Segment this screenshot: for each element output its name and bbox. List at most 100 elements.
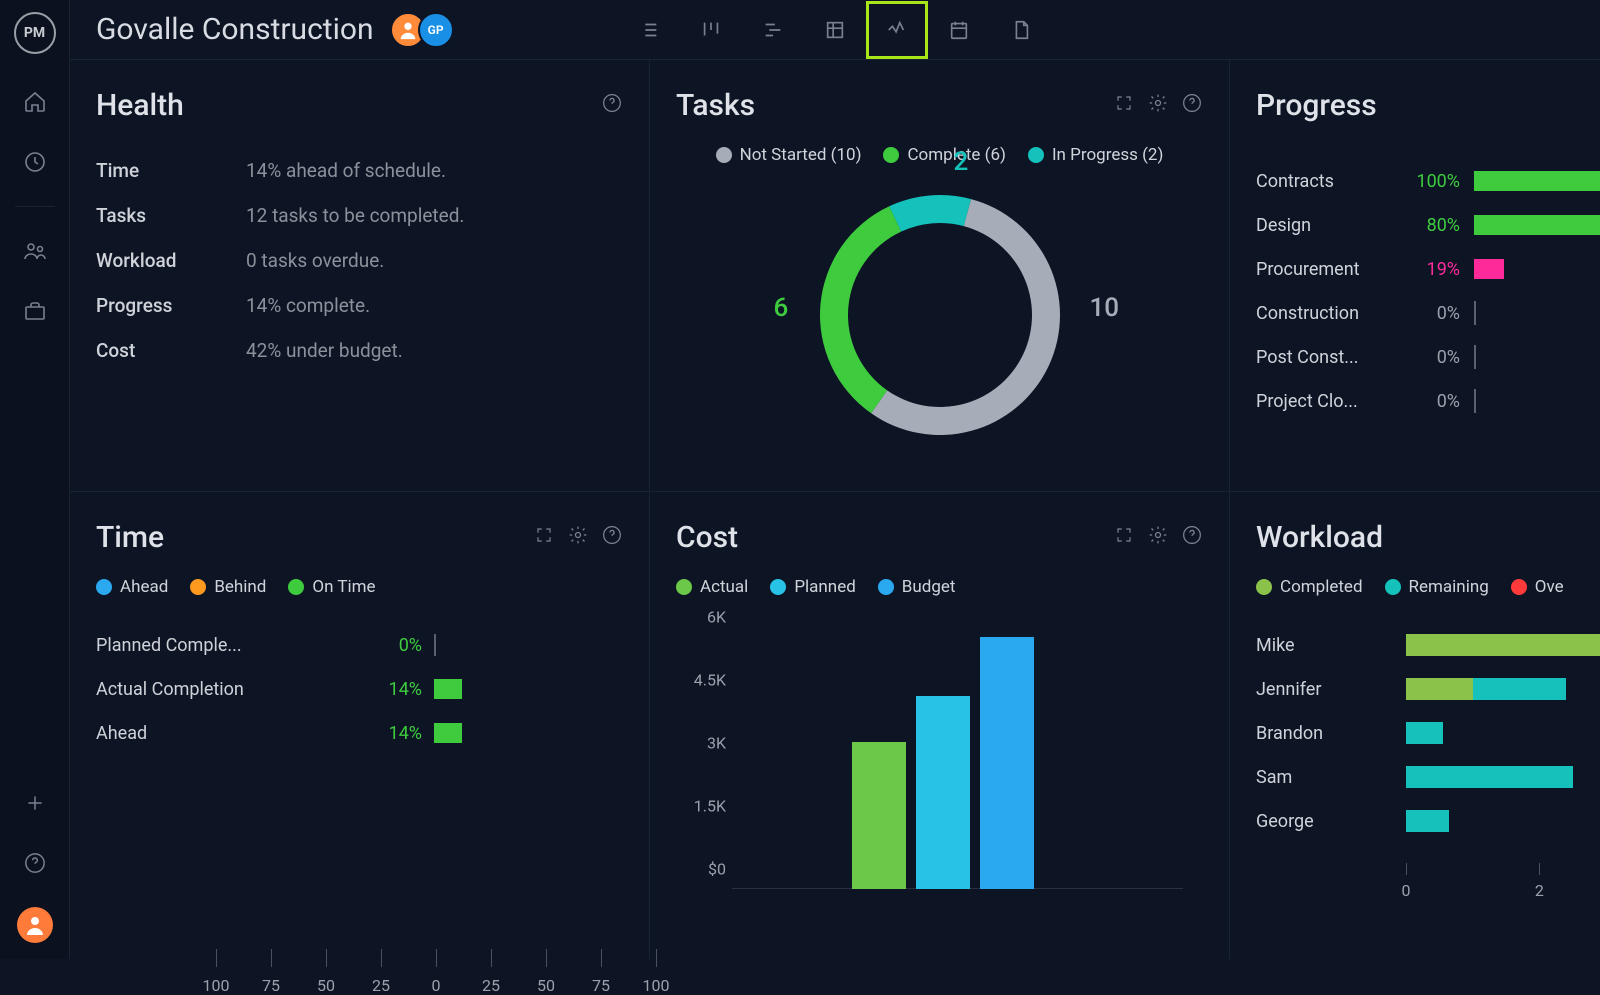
cost-bar	[980, 637, 1034, 889]
legend-item: Completed	[1256, 577, 1363, 597]
donut-segment-label: 6	[774, 293, 789, 323]
legend-label: Behind	[214, 577, 266, 597]
progress-percent: 100%	[1396, 171, 1460, 192]
legend-item: Ahead	[96, 577, 168, 597]
time-percent: 0%	[366, 635, 422, 656]
time-row: Planned Comple... 0%	[96, 623, 623, 667]
health-label: Time	[96, 159, 246, 182]
health-row: Progress14% complete.	[96, 294, 623, 317]
axis-tick-label: 0	[432, 976, 441, 995]
progress-percent: 0%	[1396, 347, 1460, 368]
gear-icon[interactable]	[567, 524, 589, 546]
progress-label: Procurement	[1256, 259, 1396, 280]
legend-item: Behind	[190, 577, 266, 597]
health-value: 14% complete.	[246, 294, 370, 317]
legend-label: In Progress (2)	[1052, 145, 1163, 165]
donut-segment-label: 2	[954, 147, 969, 177]
view-sheet-icon[interactable]	[804, 1, 866, 59]
health-label: Progress	[96, 294, 246, 317]
progress-bar	[1474, 171, 1574, 191]
axis-tick-label: 50	[317, 976, 335, 995]
axis-tick-label: 25	[482, 976, 500, 995]
legend-label: Not Started (10)	[740, 145, 862, 165]
help-icon[interactable]	[1181, 524, 1203, 546]
view-gantt-icon[interactable]	[742, 1, 804, 59]
health-value: 12 tasks to be completed.	[246, 204, 464, 227]
donut-segment-label: 10	[1090, 293, 1120, 323]
time-row: Ahead 14%	[96, 711, 623, 755]
panel-progress: Progress Contracts 100% Design 80% Procu…	[1230, 60, 1600, 492]
gear-icon[interactable]	[1147, 92, 1169, 114]
legend-item: Budget	[878, 577, 956, 597]
health-label: Cost	[96, 339, 246, 362]
time-percent: 14%	[366, 723, 422, 744]
cost-bar	[852, 742, 906, 889]
time-label: Ahead	[96, 723, 366, 744]
progress-bar	[1474, 347, 1574, 367]
left-sidebar: PM	[0, 0, 70, 959]
axis-tick-label: 1.5K	[676, 797, 726, 816]
workload-name: Brandon	[1256, 723, 1406, 744]
view-calendar-icon[interactable]	[928, 1, 990, 59]
help-icon[interactable]	[1181, 92, 1203, 114]
gear-icon[interactable]	[1147, 524, 1169, 546]
current-user-avatar[interactable]	[17, 907, 53, 943]
cost-bar-chart: $01.5K3K4.5K6K	[732, 617, 1203, 917]
axis-tick-label: 75	[262, 976, 280, 995]
legend-label: Remaining	[1409, 577, 1489, 597]
time-bar	[434, 679, 462, 699]
workload-bar	[1406, 722, 1443, 744]
panel-title: Workload	[1256, 520, 1574, 555]
expand-icon[interactable]	[533, 524, 555, 546]
view-list-icon[interactable]	[618, 1, 680, 59]
legend-item: Actual	[676, 577, 748, 597]
team-avatars: GP	[398, 12, 454, 48]
view-files-icon[interactable]	[990, 1, 1052, 59]
workload-bar	[1406, 766, 1573, 788]
legend-item: Complete (6)	[883, 145, 1005, 165]
axis-tick-label: 2	[1535, 881, 1544, 900]
panel-tasks: Tasks Not Started (10)Complete (6)In Pro…	[650, 60, 1230, 492]
recent-icon[interactable]	[19, 146, 51, 178]
workload-name: Mike	[1256, 635, 1406, 656]
legend-item: Not Started (10)	[716, 145, 862, 165]
view-switcher	[618, 1, 1052, 59]
progress-row: Procurement 19%	[1256, 247, 1574, 291]
app-logo[interactable]: PM	[14, 12, 56, 54]
time-bar	[434, 723, 462, 743]
top-bar: Govalle Construction GP	[70, 0, 1600, 60]
add-icon[interactable]	[19, 787, 51, 819]
view-kanban-icon[interactable]	[680, 1, 742, 59]
home-icon[interactable]	[19, 86, 51, 118]
tasks-donut-chart: 2106	[810, 185, 1070, 445]
progress-percent: 19%	[1396, 259, 1460, 280]
legend-item: Ove	[1511, 577, 1564, 597]
view-dashboard-icon[interactable]	[866, 1, 928, 59]
health-row: Time14% ahead of schedule.	[96, 159, 623, 182]
legend-item: On Time	[288, 577, 375, 597]
panel-workload: Workload CompletedRemainingOve MikeJenni…	[1230, 492, 1600, 959]
health-value: 14% ahead of schedule.	[246, 159, 446, 182]
briefcase-icon[interactable]	[19, 295, 51, 327]
panel-time: Time AheadBehindOn Time Planned Comple..…	[70, 492, 650, 959]
panel-health: Health Time14% ahead of schedule.Tasks12…	[70, 60, 650, 492]
legend-item: In Progress (2)	[1028, 145, 1163, 165]
help-icon[interactable]	[19, 847, 51, 879]
workload-bar	[1406, 634, 1600, 656]
help-icon[interactable]	[601, 92, 623, 114]
expand-icon[interactable]	[1113, 92, 1135, 114]
health-row: Cost42% under budget.	[96, 339, 623, 362]
expand-icon[interactable]	[1113, 524, 1135, 546]
axis-tick-label: 4.5K	[676, 671, 726, 690]
health-value: 42% under budget.	[246, 339, 403, 362]
team-icon[interactable]	[19, 235, 51, 267]
health-row: Tasks12 tasks to be completed.	[96, 204, 623, 227]
workload-name: George	[1256, 811, 1406, 832]
axis-tick-label: 3K	[676, 734, 726, 753]
time-row: Actual Completion 14%	[96, 667, 623, 711]
progress-bar	[1474, 259, 1574, 279]
team-avatar[interactable]: GP	[418, 12, 454, 48]
help-icon[interactable]	[601, 524, 623, 546]
workload-row: Brandon	[1256, 711, 1574, 755]
dashboard-main: Health Time14% ahead of schedule.Tasks12…	[70, 60, 1600, 959]
